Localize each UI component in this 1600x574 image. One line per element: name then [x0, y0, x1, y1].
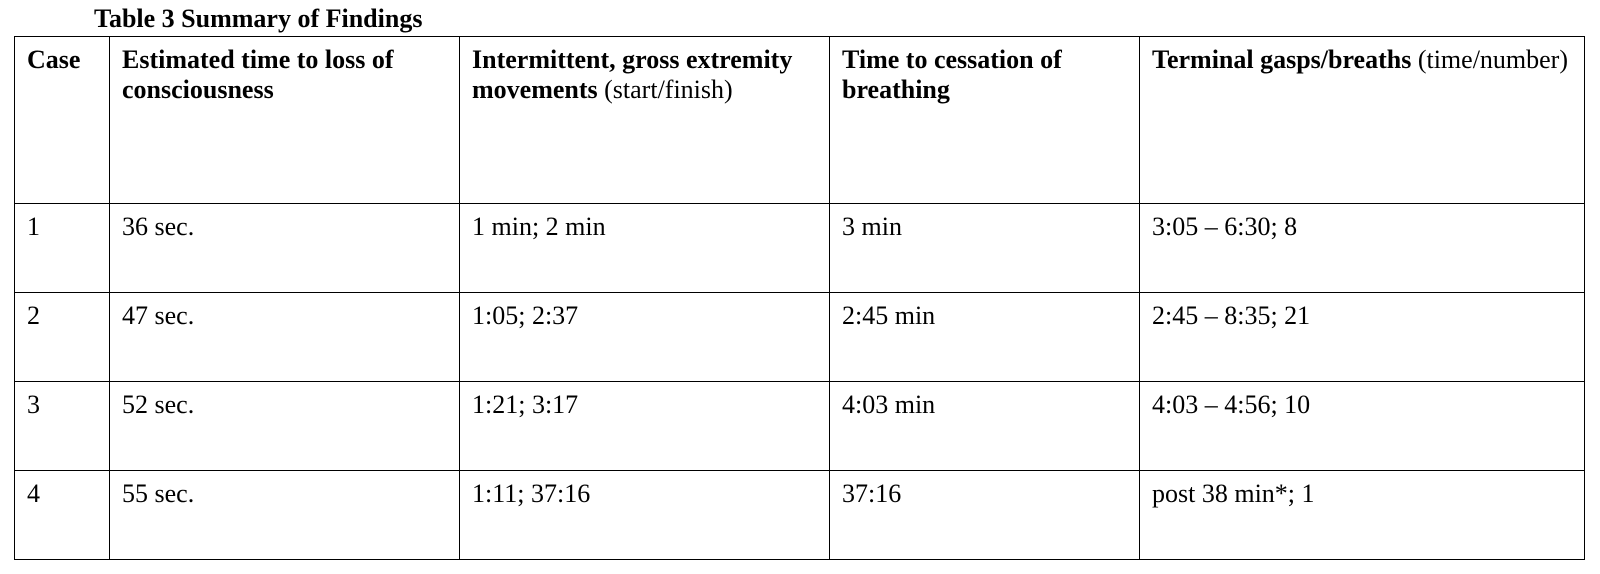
cell-cessation: 4:03 min: [830, 382, 1140, 471]
cell-cessation: 3 min: [830, 204, 1140, 293]
cell-movements: 1:11; 37:16: [460, 471, 830, 560]
col-header-bold: Estimated time to loss of consciousness: [122, 45, 394, 104]
table-row: 4 55 sec. 1:11; 37:16 37:16 post 38 min*…: [15, 471, 1585, 560]
cell-movements: 1:21; 3:17: [460, 382, 830, 471]
cell-loc: 52 sec.: [110, 382, 460, 471]
cell-case: 4: [15, 471, 110, 560]
cell-case: 3: [15, 382, 110, 471]
col-header-sub: (start/finish): [598, 75, 733, 104]
col-header-sub: (time/number): [1411, 45, 1568, 74]
cell-case: 1: [15, 204, 110, 293]
findings-table: Case Estimated time to loss of conscious…: [14, 36, 1585, 560]
cell-gasps: 2:45 – 8:35; 21: [1140, 293, 1585, 382]
col-header-loc: Estimated time to loss of consciousness: [110, 37, 460, 204]
cell-gasps: 4:03 – 4:56; 10: [1140, 382, 1585, 471]
cell-case: 2: [15, 293, 110, 382]
cell-movements: 1:05; 2:37: [460, 293, 830, 382]
cell-cessation: 37:16: [830, 471, 1140, 560]
col-header-bold: Time to cessation of breathing: [842, 45, 1062, 104]
col-header-movements: Intermittent, gross extremity movements …: [460, 37, 830, 204]
table-header-row: Case Estimated time to loss of conscious…: [15, 37, 1585, 204]
table-row: 2 47 sec. 1:05; 2:37 2:45 min 2:45 – 8:3…: [15, 293, 1585, 382]
cell-gasps: post 38 min*; 1: [1140, 471, 1585, 560]
cell-loc: 36 sec.: [110, 204, 460, 293]
cell-movements: 1 min; 2 min: [460, 204, 830, 293]
table-row: 1 36 sec. 1 min; 2 min 3 min 3:05 – 6:30…: [15, 204, 1585, 293]
table-caption: Table 3 Summary of Findings: [94, 4, 1586, 34]
col-header-bold: Case: [27, 45, 80, 74]
col-header-gasps: Terminal gasps/breaths (time/number): [1140, 37, 1585, 204]
col-header-case: Case: [15, 37, 110, 204]
cell-loc: 55 sec.: [110, 471, 460, 560]
cell-cessation: 2:45 min: [830, 293, 1140, 382]
table-row: 3 52 sec. 1:21; 3:17 4:03 min 4:03 – 4:5…: [15, 382, 1585, 471]
col-header-bold: Terminal gasps/breaths: [1152, 45, 1411, 74]
col-header-cessation: Time to cessation of breathing: [830, 37, 1140, 204]
cell-gasps: 3:05 – 6:30; 8: [1140, 204, 1585, 293]
cell-loc: 47 sec.: [110, 293, 460, 382]
